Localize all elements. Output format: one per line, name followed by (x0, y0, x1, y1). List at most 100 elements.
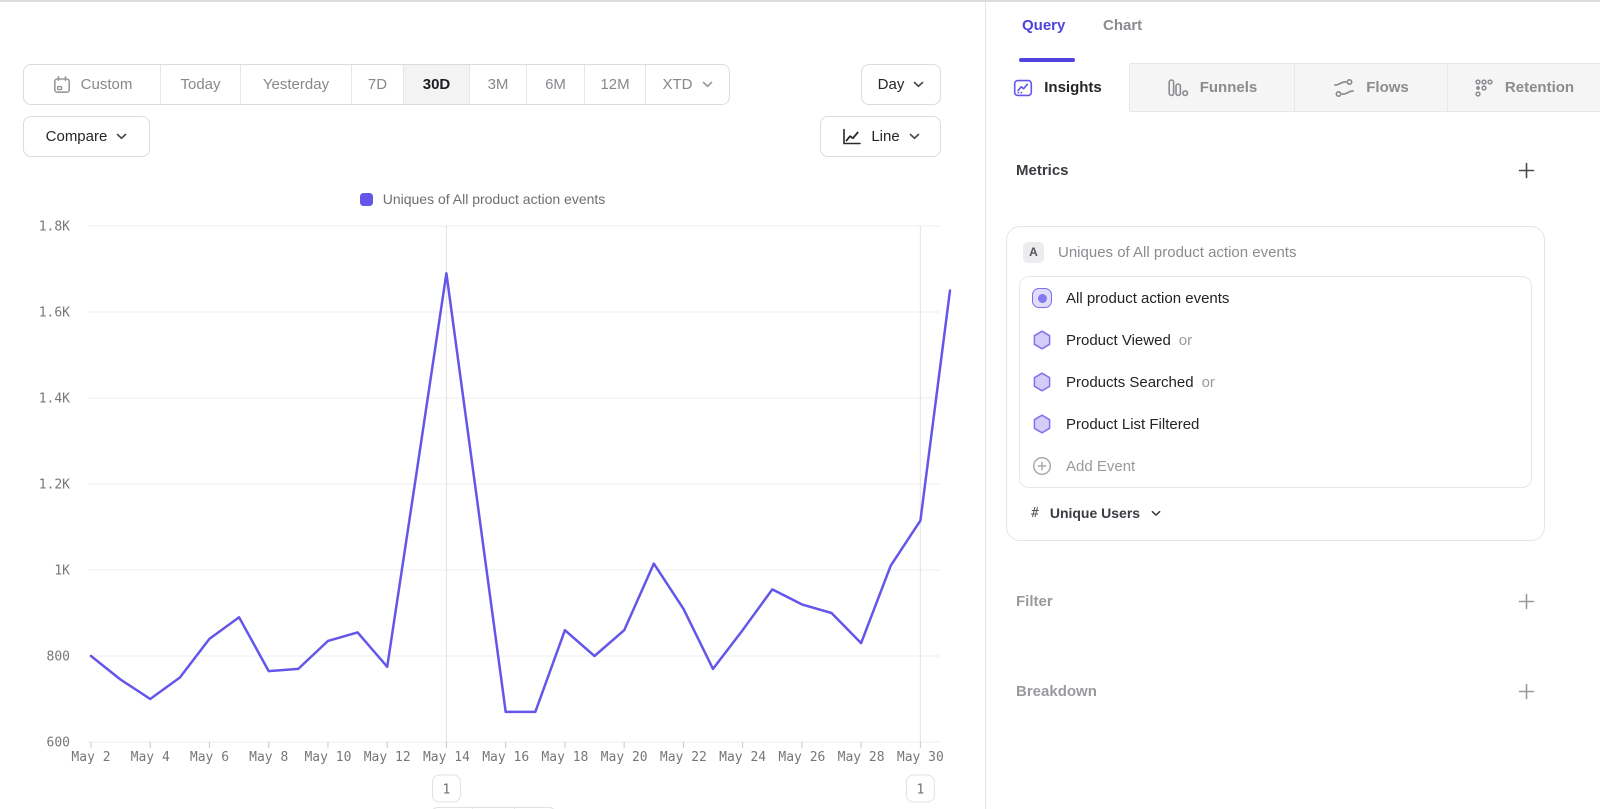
svg-text:1: 1 (443, 783, 451, 798)
metric-header: A Uniques of All product action events (1019, 239, 1532, 276)
add-event-label: Add Event (1066, 457, 1136, 475)
event-group: All product action events Product Viewed… (1019, 276, 1532, 488)
metrics-section-header: Metrics (1016, 158, 1535, 182)
event-name: Product List Filtered (1066, 415, 1200, 433)
tab-query[interactable]: Query (1019, 17, 1075, 62)
range-xtd[interactable]: XTD (646, 65, 729, 104)
svg-text:1K: 1K (54, 564, 70, 579)
metrics-title: Metrics (1016, 161, 1069, 179)
metric-card: A Uniques of All product action events A… (1006, 226, 1545, 541)
calendar-icon (53, 75, 70, 93)
svg-text:May 20: May 20 (601, 750, 648, 765)
query-panel: Query Chart Insights (985, 2, 1600, 809)
svg-text:May 10: May 10 (304, 750, 351, 765)
range-7d[interactable]: 7D (352, 65, 404, 104)
event-name: All product action events (1066, 289, 1230, 307)
range-label: Custom (80, 76, 133, 93)
compare-dropdown[interactable]: Compare (23, 116, 150, 157)
svg-text:May 6: May 6 (190, 750, 229, 765)
view-tab-retention[interactable]: Retention (1448, 63, 1600, 112)
event-row-all-product-action-events[interactable]: All product action events (1020, 277, 1531, 319)
filter-section-header: Filter (1016, 589, 1535, 613)
metric-title: Uniques of All product action events (1058, 243, 1297, 261)
chevron-down-icon (1151, 510, 1161, 516)
svg-text:May 16: May 16 (482, 750, 529, 765)
svg-text:May 30: May 30 (897, 750, 944, 765)
granularity-dropdown[interactable]: Day (861, 64, 941, 105)
funnels-icon (1168, 78, 1189, 96)
view-tab-flows[interactable]: Flows (1295, 63, 1448, 112)
range-30d[interactable]: 30D (404, 65, 470, 104)
chevron-down-icon (913, 81, 924, 88)
svg-text:800: 800 (47, 650, 70, 665)
range-today[interactable]: Today (161, 65, 241, 104)
svg-text:May 12: May 12 (364, 750, 411, 765)
view-tab-insights[interactable]: Insights (986, 63, 1130, 112)
event-hexagon-icon (1032, 330, 1052, 350)
svg-text:May 24: May 24 (719, 750, 766, 765)
svg-text:May 22: May 22 (660, 750, 707, 765)
panel-header: Query Chart (986, 2, 1600, 63)
chart-panel: Custom Today Yesterday 7D 30D 3M 6M 12M … (0, 2, 985, 809)
add-event-button[interactable]: Add Event (1020, 445, 1531, 487)
legend-label: Uniques of All product action events (382, 191, 606, 207)
view-tabs: Insights Funnels Flows (986, 63, 1600, 112)
chart-legend: Uniques of All product action events (0, 191, 965, 207)
event-conjunction: or (1201, 373, 1215, 391)
range-6m[interactable]: 6M (527, 65, 585, 104)
svg-text:1.2K: 1.2K (39, 478, 70, 493)
event-row-product-list-filtered[interactable]: Product List Filtered (1020, 403, 1531, 445)
event-conjunction: or (1178, 331, 1193, 349)
add-metric-button[interactable] (1518, 162, 1535, 179)
insights-icon (1014, 79, 1033, 96)
chevron-down-icon (116, 133, 127, 140)
svg-text:May 28: May 28 (838, 750, 885, 765)
tab-chart[interactable]: Chart (1103, 17, 1143, 34)
event-name: Product Viewed (1066, 331, 1171, 349)
chevron-down-icon (702, 81, 712, 88)
active-tab-underline (1019, 58, 1075, 62)
svg-text:May 14: May 14 (423, 750, 470, 765)
chevron-down-icon (909, 133, 920, 140)
svg-text:May 4: May 4 (131, 750, 170, 765)
svg-text:May 18: May 18 (541, 750, 588, 765)
number-icon: # (1031, 505, 1039, 521)
svg-text:1: 1 (916, 783, 924, 798)
range-3m[interactable]: 3M (470, 65, 527, 104)
query-builder: Metrics A Uniques of All product action … (986, 158, 1600, 703)
svg-text:May 26: May 26 (778, 750, 825, 765)
plus-icon (1518, 683, 1535, 699)
plus-icon (1518, 162, 1535, 178)
line-chart-icon (843, 128, 862, 145)
event-row-products-searched[interactable]: Products Searched or (1020, 361, 1531, 403)
chart-type-dropdown[interactable]: Line (820, 116, 941, 157)
range-12m[interactable]: 12M (585, 65, 646, 104)
svg-text:May 8: May 8 (249, 750, 288, 765)
svg-text:1.6K: 1.6K (39, 306, 70, 321)
plus-circle-icon (1032, 456, 1052, 476)
add-filter-button[interactable] (1518, 593, 1535, 610)
view-tab-funnels[interactable]: Funnels (1130, 63, 1295, 112)
filter-title: Filter (1016, 592, 1053, 610)
breakdown-section-header: Breakdown (1016, 679, 1535, 703)
measurement-dropdown[interactable]: # Unique Users (1019, 488, 1532, 528)
range-custom[interactable]: Custom (24, 65, 161, 104)
svg-text:1.4K: 1.4K (39, 392, 70, 407)
date-range-selector: Custom Today Yesterday 7D 30D 3M 6M 12M … (23, 64, 730, 105)
range-yesterday[interactable]: Yesterday (241, 65, 352, 104)
plus-icon (1518, 593, 1535, 609)
retention-icon (1475, 78, 1493, 97)
svg-text:600: 600 (47, 736, 70, 751)
event-row-product-viewed[interactable]: Product Viewed or (1020, 319, 1531, 361)
breakdown-title: Breakdown (1016, 682, 1097, 700)
line-chart[interactable]: 600 800 1K 1.2K 1.4K 1.6K 1.8K May 2 May 4 May 6 M… (0, 182, 985, 809)
measurement-label: Unique Users (1049, 505, 1141, 521)
add-breakdown-button[interactable] (1518, 683, 1535, 700)
metric-series-badge: A (1023, 241, 1044, 263)
flows-icon (1334, 78, 1355, 97)
event-hexagon-icon (1032, 414, 1052, 434)
svg-text:May 2: May 2 (71, 750, 110, 765)
all-events-icon (1032, 288, 1052, 308)
event-hexagon-icon (1032, 372, 1052, 392)
